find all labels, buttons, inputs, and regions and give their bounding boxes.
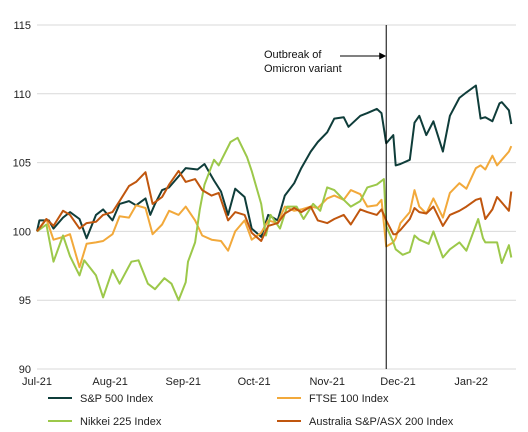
- series-lines: [36, 84, 513, 302]
- y-tick-label: 100: [13, 226, 31, 238]
- y-axis-ticks: 90 95 100 105 110 115: [13, 20, 31, 376]
- annotation-text-line-1: Outbreak of: [264, 49, 322, 61]
- x-tick-label: Dec-21: [380, 376, 415, 388]
- y-tick-label: 105: [13, 158, 31, 170]
- annotation-arrowhead: [379, 52, 387, 60]
- legend-label-0: S&P 500 Index: [80, 393, 154, 405]
- legend-label-2: Nikkei 225 Index: [80, 416, 162, 428]
- series-line-0: [36, 84, 513, 240]
- x-tick-label: Nov-21: [309, 376, 344, 388]
- y-tick-label: 90: [19, 364, 31, 376]
- legend-label-3: Australia S&P/ASX 200 Index: [309, 416, 454, 428]
- x-tick-label: Jul-21: [22, 376, 52, 388]
- series-line-2: [36, 136, 513, 302]
- annotation-text-line-2: Omicron variant: [264, 63, 342, 75]
- y-tick-label: 110: [13, 89, 31, 101]
- x-tick-label: Oct-21: [238, 376, 271, 388]
- y-tick-label: 95: [19, 295, 31, 307]
- omicron-annotation: Outbreak of Omicron variant: [264, 25, 387, 369]
- x-axis-ticks: Jul-21 Aug-21 Sep-21 Oct-21 Nov-21 Dec-21 Jan-…: [22, 376, 488, 388]
- x-tick-label: Sep-21: [166, 376, 201, 388]
- legend: S&P 500 Index FTSE 100 Index Nikkei 225 In…: [48, 393, 454, 428]
- series-line-3: [36, 169, 513, 242]
- x-tick-label: Aug-21: [92, 376, 127, 388]
- x-tick-label: Jan-22: [454, 376, 488, 388]
- y-tick-label: 115: [13, 20, 31, 32]
- gridlines: [37, 24, 516, 370]
- legend-label-1: FTSE 100 Index: [309, 393, 389, 405]
